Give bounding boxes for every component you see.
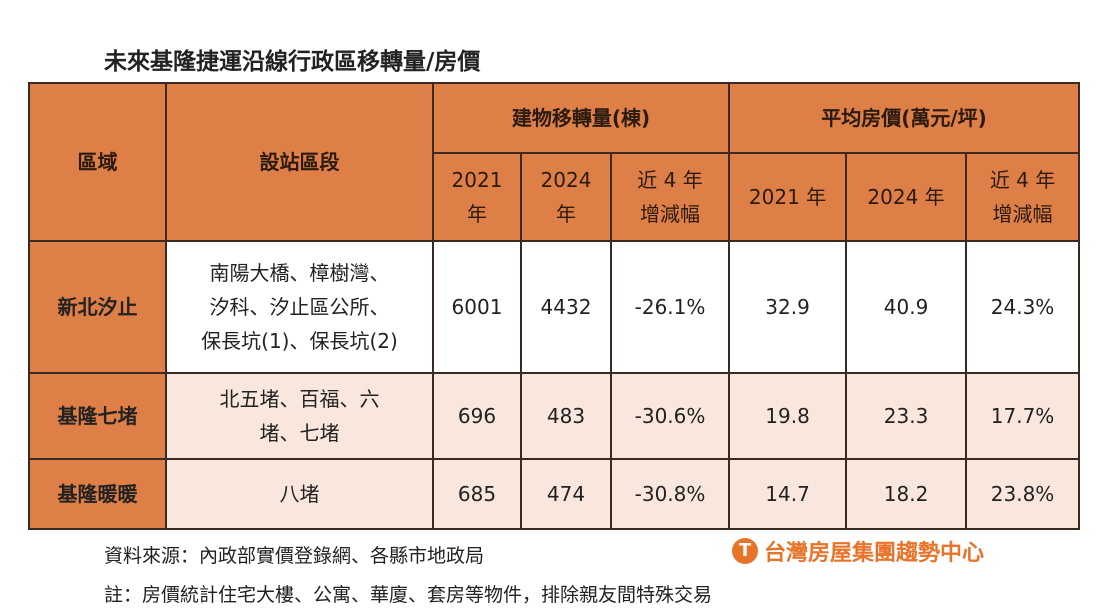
cell-p2024: 23.3: [845, 372, 968, 460]
table-row: 基隆七堵 北五堵、百福、六 堵、七堵 696 483 -30.6% 19.8 2…: [28, 372, 1081, 460]
cell-region: 基隆七堵: [28, 372, 167, 460]
cell-pchg: 23.8%: [965, 458, 1081, 530]
cell-region: 基隆暖暖: [28, 458, 167, 530]
cell-t2021: 6001: [432, 240, 522, 374]
header-price: 平均房價(萬元/坪): [728, 82, 1081, 154]
source-note: 資料來源：內政部實價登錄網、各縣市地政局: [104, 545, 485, 567]
brand-logo: T 台灣房屋集團趨勢中心: [732, 535, 984, 567]
cell-segment: 南陽大橋、樟樹灣、 汐科、汐止區公所、 保長坑(1)、保長坑(2): [165, 240, 434, 374]
cell-p2021: 32.9: [728, 240, 848, 374]
header-segment: 設站區段: [165, 82, 434, 242]
cell-p2024: 18.2: [845, 458, 968, 530]
logo-text: 台灣房屋集團趨勢中心: [764, 541, 985, 566]
header-transfer: 建物移轉量(棟): [431, 82, 731, 154]
table-row: 基隆暖暖 八堵 685 474 -30.8% 14.7 18.2 23.8%: [28, 458, 1081, 530]
header-t2021: 2021 年: [432, 152, 522, 242]
cell-t2021: 696: [432, 372, 522, 460]
logo-t-icon: T: [732, 538, 758, 564]
cell-pchg: 24.3%: [965, 240, 1081, 374]
cell-p2021: 14.7: [728, 458, 848, 530]
cell-p2024: 40.9: [845, 240, 968, 374]
header-pchg: 近 4 年 增減幅: [965, 152, 1081, 242]
header-region: 區域: [28, 82, 167, 242]
cell-t2021: 685: [432, 458, 522, 530]
cell-pchg: 17.7%: [965, 372, 1081, 460]
cell-t2024: 4432: [520, 240, 612, 374]
cell-tchg: -26.1%: [609, 240, 731, 374]
table-row: 新北汐止 南陽大橋、樟樹灣、 汐科、汐止區公所、 保長坑(1)、保長坑(2) 6…: [28, 240, 1081, 374]
header-t2024: 2024 年: [520, 152, 612, 242]
header-p2024: 2024 年: [845, 152, 968, 242]
cell-tchg: -30.8%: [609, 458, 731, 530]
header-p2021: 2021 年: [728, 152, 848, 242]
table-title: 未來基隆捷運沿線行政區移轉量/房價: [104, 49, 481, 75]
cell-segment: 北五堵、百福、六 堵、七堵: [165, 372, 434, 460]
cell-segment: 八堵: [165, 458, 434, 530]
cell-region: 新北汐止: [28, 240, 167, 374]
cell-tchg: -30.6%: [609, 372, 731, 460]
data-table: 區域 設站區段 建物移轉量(棟) 平均房價(萬元/坪) 2021 年 2024 …: [28, 82, 1081, 530]
header-tchg: 近 4 年 增減幅: [609, 152, 731, 242]
footnote: 註：房價統計住宅大樓、公寓、華廈、套房等物件，排除親友間特殊交易: [104, 584, 713, 606]
cell-t2024: 483: [520, 372, 612, 460]
cell-t2024: 474: [520, 458, 612, 530]
cell-p2021: 19.8: [728, 372, 848, 460]
